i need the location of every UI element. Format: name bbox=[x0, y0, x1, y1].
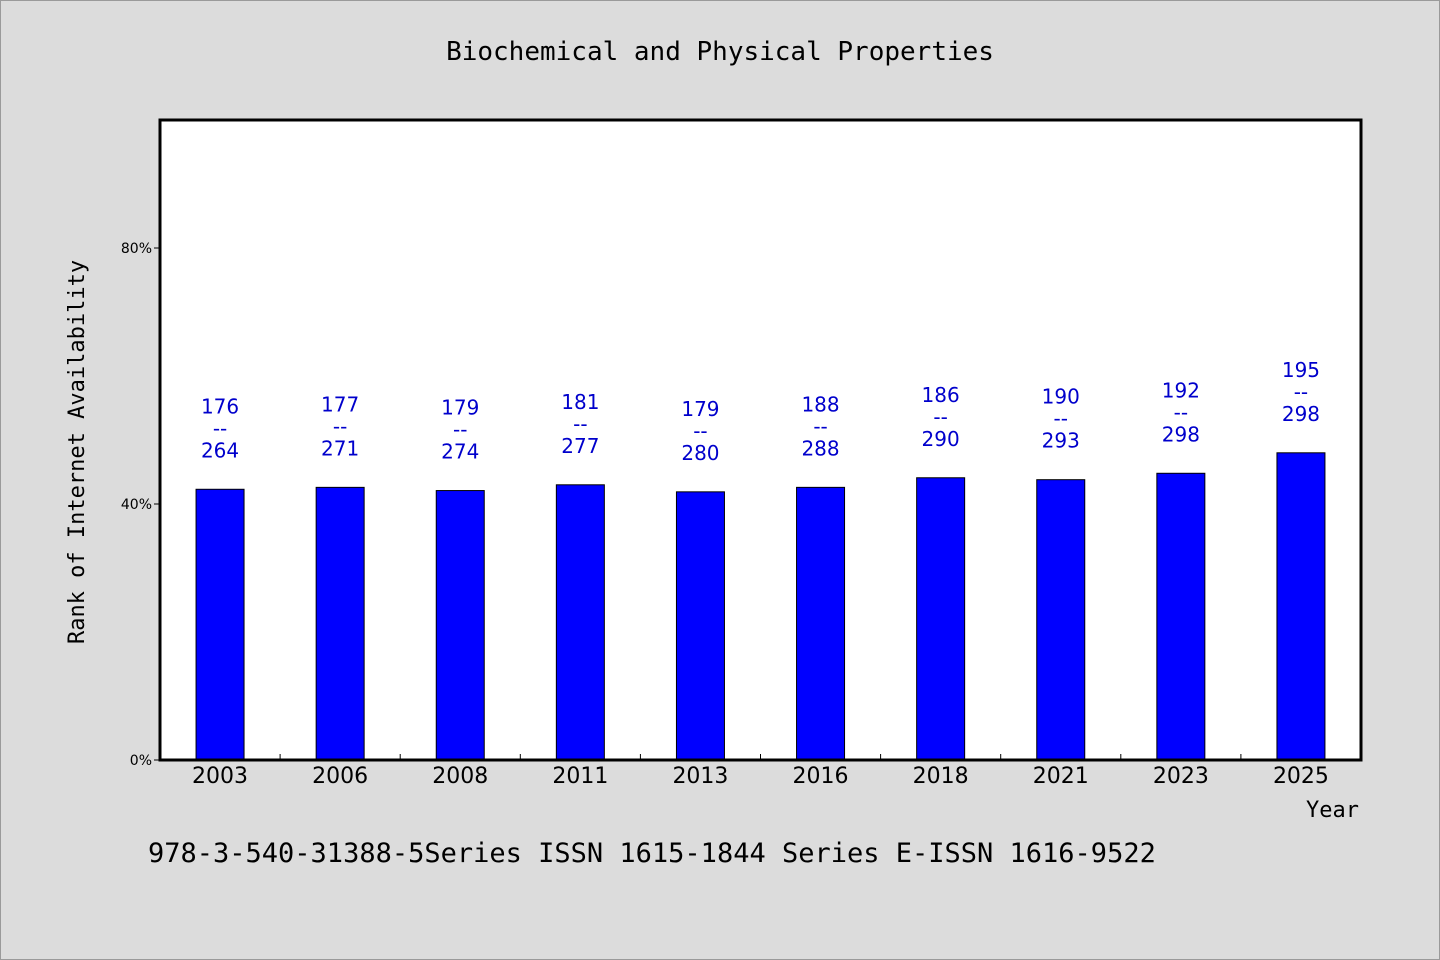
x-tick-label-2018: 2018 bbox=[913, 764, 969, 789]
data-label-2013-0: 179 bbox=[681, 397, 719, 421]
bar-2016 bbox=[796, 486, 846, 761]
x-axis-label: Year bbox=[1306, 798, 1359, 823]
data-label-2008-0: 179 bbox=[441, 396, 479, 420]
data-label-2006-1: -- bbox=[333, 414, 347, 438]
data-label-2013-2: 280 bbox=[681, 441, 719, 465]
x-tick-label-2011: 2011 bbox=[552, 764, 608, 789]
x-tick-label-2025: 2025 bbox=[1273, 764, 1329, 789]
x-axis-ticks: 2003 2006 2008 2011 2013 2016 2018 2021 2023 2025 bbox=[192, 754, 1329, 789]
data-label-2021-2: 293 bbox=[1042, 429, 1080, 453]
bar-2021 bbox=[1036, 479, 1086, 761]
data-label-2016-2: 288 bbox=[801, 436, 839, 460]
data-label-2003-2: 264 bbox=[201, 438, 239, 462]
y-tick-label-40: 40% bbox=[121, 497, 152, 513]
bar-2018 bbox=[916, 477, 966, 761]
bar-2011 bbox=[555, 484, 605, 761]
data-label-2003-1: -- bbox=[213, 416, 227, 440]
x-tick-label-2008: 2008 bbox=[432, 764, 488, 789]
x-tick-label-2016: 2016 bbox=[793, 764, 849, 789]
bars-group bbox=[195, 452, 1326, 761]
data-label-2011-1: -- bbox=[573, 412, 587, 436]
data-label-2021-1: -- bbox=[1054, 407, 1068, 431]
x-tick-label-2003: 2003 bbox=[192, 764, 248, 789]
data-label-2018-1: -- bbox=[933, 405, 947, 429]
data-label-2016-0: 188 bbox=[801, 392, 839, 416]
y-tick-label-0: 0% bbox=[130, 753, 152, 769]
x-tick-label-2013: 2013 bbox=[672, 764, 728, 789]
bar-2025 bbox=[1276, 452, 1326, 761]
y-axis-label: Rank of Internet Availability bbox=[65, 260, 90, 644]
data-label-2003-0: 176 bbox=[201, 394, 239, 418]
data-label-2018-0: 186 bbox=[922, 383, 960, 407]
data-label-2023-1: -- bbox=[1174, 400, 1188, 424]
data-label-2016-1: -- bbox=[813, 414, 827, 438]
data-label-2023-2: 298 bbox=[1162, 422, 1200, 446]
chart-title: Biochemical and Physical Properties bbox=[446, 37, 994, 67]
data-label-2021-0: 190 bbox=[1042, 385, 1080, 409]
data-label-2011-0: 181 bbox=[561, 390, 599, 414]
x-tick-label-2006: 2006 bbox=[312, 764, 368, 789]
data-label-2008-2: 274 bbox=[441, 440, 479, 464]
data-label-2025-1: -- bbox=[1294, 380, 1308, 404]
data-label-2006-0: 177 bbox=[321, 392, 359, 416]
plot-border bbox=[158, 118, 1363, 762]
bar-2003 bbox=[195, 488, 245, 761]
footer-isbn-issn: 978-3-540-31388-5Series ISSN 1615-1844 S… bbox=[148, 838, 1156, 869]
y-axis-ticks: 0% 40% 80% bbox=[121, 241, 160, 769]
bar-2023 bbox=[1156, 472, 1206, 761]
data-label-2006-2: 271 bbox=[321, 436, 359, 460]
bar-2013 bbox=[675, 491, 725, 761]
bar-2008 bbox=[435, 490, 485, 761]
data-label-2011-2: 277 bbox=[561, 434, 599, 458]
y-tick-label-80: 80% bbox=[121, 241, 152, 257]
x-tick-label-2023: 2023 bbox=[1153, 764, 1209, 789]
data-label-2023-0: 192 bbox=[1162, 378, 1200, 402]
data-label-2025-2: 298 bbox=[1282, 402, 1320, 426]
data-label-2013-1: -- bbox=[693, 419, 707, 443]
bar-2006 bbox=[315, 486, 365, 761]
data-label-2018-2: 290 bbox=[922, 427, 960, 451]
data-labels-group: 176--264177--271179--274181--277179--280… bbox=[201, 358, 1320, 465]
x-tick-label-2021: 2021 bbox=[1033, 764, 1089, 789]
data-label-2008-1: -- bbox=[453, 418, 467, 442]
data-label-2025-0: 195 bbox=[1282, 358, 1320, 382]
